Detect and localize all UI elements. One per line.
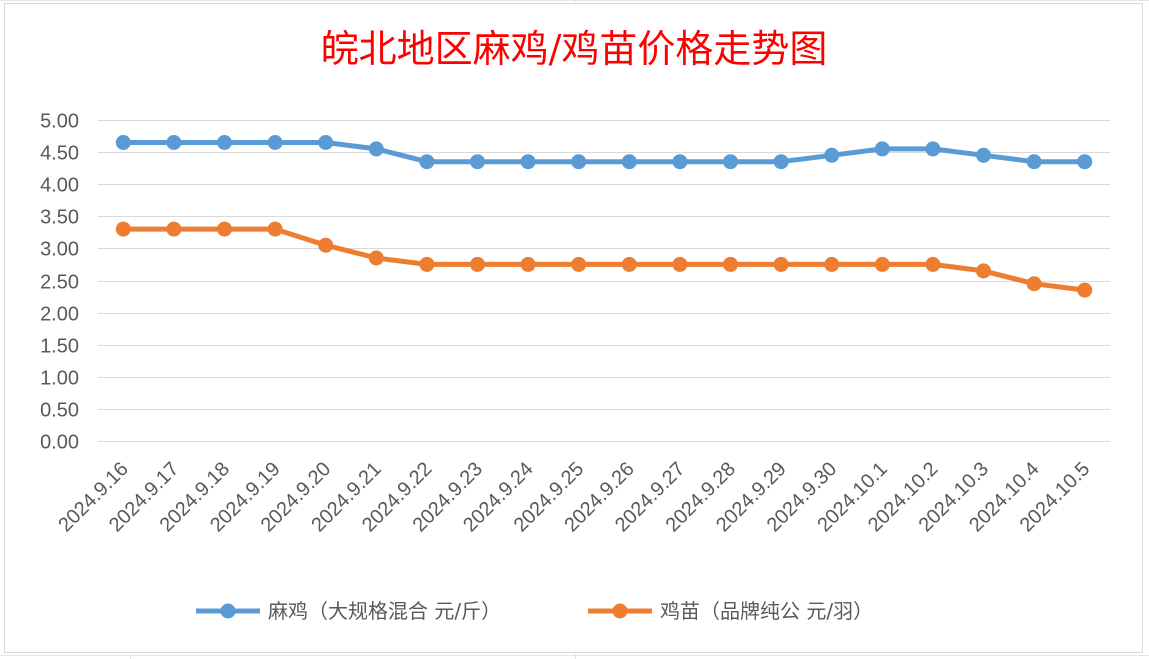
data-point xyxy=(824,147,840,163)
data-point xyxy=(976,263,991,279)
data-point xyxy=(318,135,334,150)
data-point xyxy=(874,256,890,272)
data-point xyxy=(925,141,941,157)
plot-series xyxy=(115,135,1093,298)
y-tick-label: 3.00 xyxy=(40,239,79,261)
data-point xyxy=(166,221,182,237)
data-point xyxy=(217,135,232,150)
legend-item: 麻鸡（大规格混合 元/斤） xyxy=(196,599,501,623)
data-point xyxy=(874,141,890,157)
y-tick-label: 0.50 xyxy=(40,400,79,422)
data-point xyxy=(672,154,688,170)
data-point xyxy=(1077,154,1093,170)
data-point xyxy=(520,256,536,272)
y-tick-label: 4.50 xyxy=(40,143,79,165)
data-point xyxy=(723,154,738,170)
data-point xyxy=(470,256,485,272)
data-point xyxy=(621,154,637,170)
data-point xyxy=(267,221,283,237)
data-point xyxy=(621,256,637,272)
data-point xyxy=(1077,282,1093,298)
data-point xyxy=(166,135,182,150)
legend-label: 鸡苗（品牌纯公 元/羽） xyxy=(660,599,873,623)
data-point xyxy=(368,250,384,266)
legend-item: 鸡苗（品牌纯公 元/羽） xyxy=(588,599,873,623)
data-point xyxy=(217,221,232,237)
data-point xyxy=(773,154,789,170)
data-point xyxy=(470,154,485,170)
data-point xyxy=(419,256,435,272)
y-tick-label: 1.50 xyxy=(40,336,79,358)
series-line xyxy=(120,140,1088,165)
data-point xyxy=(723,256,738,272)
data-point xyxy=(1026,154,1042,170)
y-tick-label: 0.00 xyxy=(40,432,79,454)
data-point xyxy=(571,256,587,272)
y-tick-label: 2.00 xyxy=(40,304,79,326)
data-point xyxy=(976,147,991,163)
series-line xyxy=(120,226,1088,293)
y-tick-label: 4.00 xyxy=(40,175,79,197)
chart-area[interactable] xyxy=(4,3,1143,653)
data-point xyxy=(267,135,283,150)
gridlines xyxy=(98,120,1110,442)
y-axis-tick-labels: 0.00 0.50 1.00 1.50 2.00 2.50 3.00 3.50 4.00 4.50… xyxy=(40,111,79,454)
data-point xyxy=(419,154,435,170)
legend-label: 麻鸡（大规格混合 元/斤） xyxy=(268,599,501,623)
data-point xyxy=(773,256,789,272)
data-point xyxy=(318,237,334,253)
data-point xyxy=(115,221,131,237)
data-point xyxy=(925,256,941,272)
data-point xyxy=(520,154,536,170)
data-point xyxy=(672,256,688,272)
y-tick-label: 5.00 xyxy=(40,111,79,133)
data-point xyxy=(115,135,131,150)
legend-dot-marker xyxy=(612,603,628,619)
y-tick-label: 3.50 xyxy=(40,207,79,229)
series-2 xyxy=(115,221,1093,298)
chart-title: 皖北地区麻鸡/鸡苗价格走势图 xyxy=(321,27,828,71)
data-point xyxy=(824,256,840,272)
y-tick-label: 2.50 xyxy=(40,272,79,294)
legend-dot-marker xyxy=(220,603,236,619)
data-point xyxy=(1026,276,1042,292)
y-tick-label: 1.00 xyxy=(40,368,79,390)
x-axis-tick-labels: 2024.9.162024.9.172024.9.182024.9.192024… xyxy=(54,458,1094,536)
legend: 麻鸡（大规格混合 元/斤） 鸡苗（品牌纯公 元/羽） xyxy=(196,599,873,623)
data-point xyxy=(571,154,587,170)
series-1 xyxy=(115,135,1093,170)
data-point xyxy=(368,141,384,157)
